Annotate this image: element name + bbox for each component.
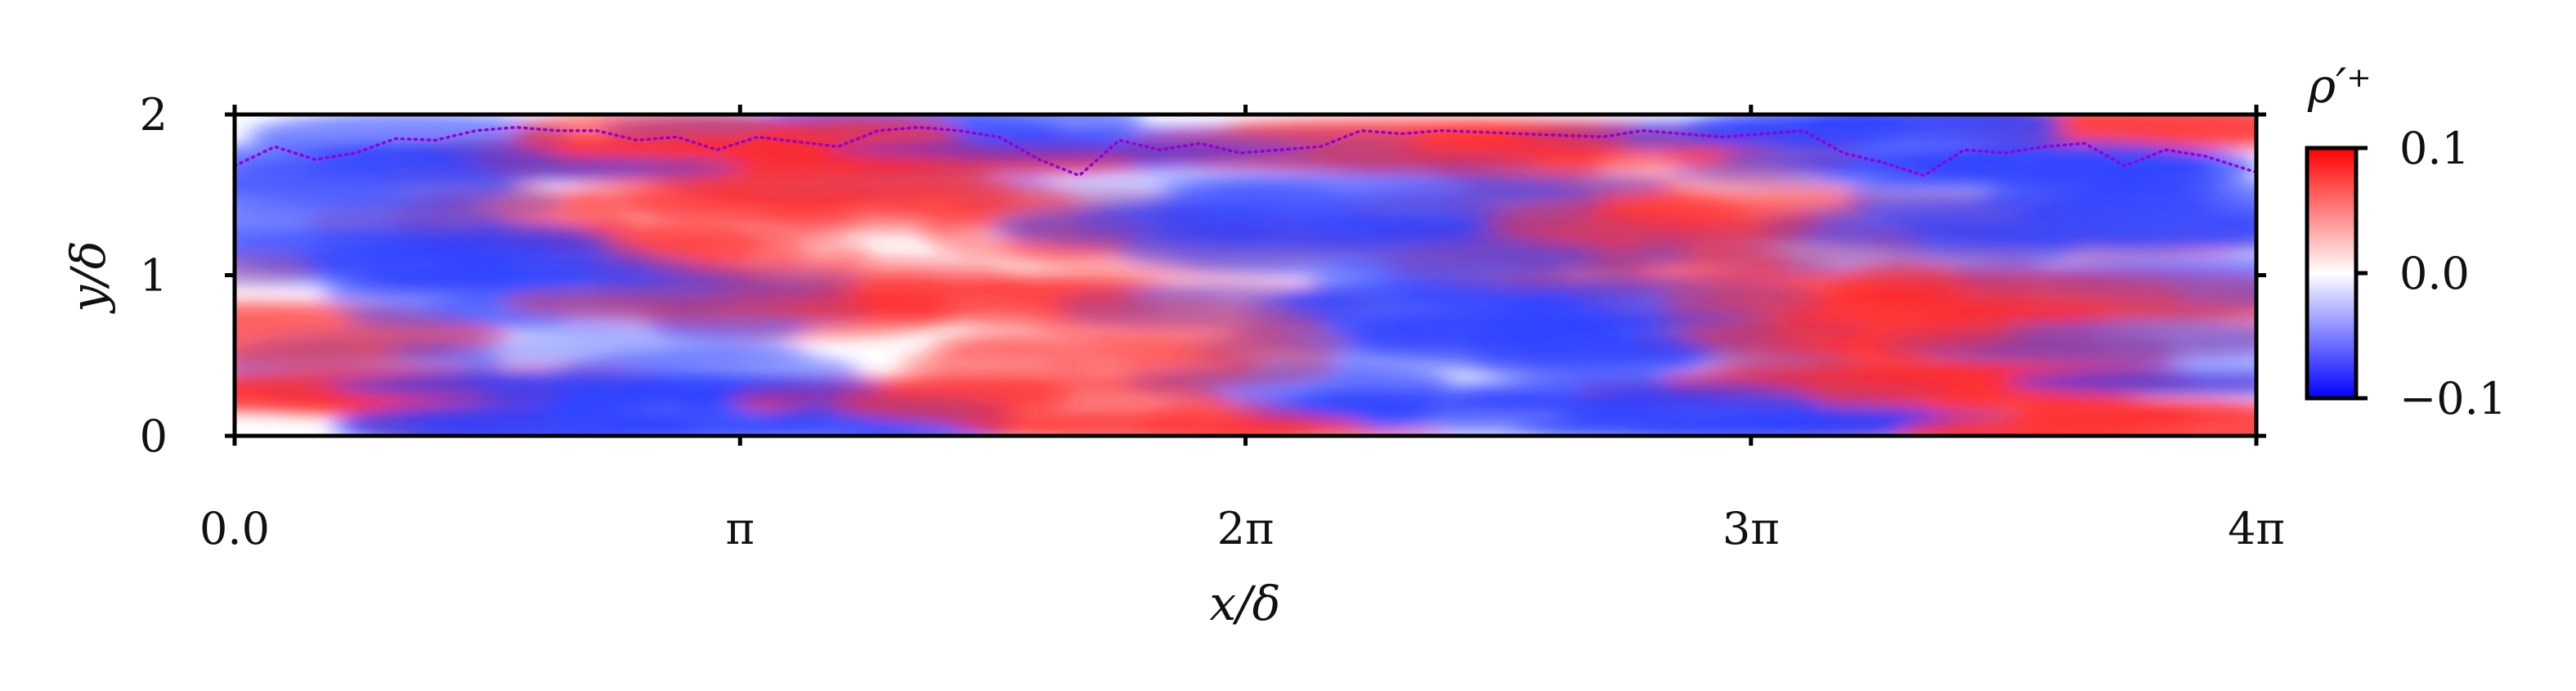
x-axis-label: x/δ (1209, 576, 1280, 631)
y-axis: 0 1 2 (140, 89, 2266, 462)
x-tick-label: 4π (2228, 503, 2285, 554)
x-tick-label: π (726, 503, 755, 554)
y-tick-label: 1 (140, 250, 168, 302)
y-axis-label: y/δ (60, 240, 116, 314)
x-tick-label: 0.0 (199, 503, 270, 554)
colorbar-gradient (2305, 146, 2359, 401)
x-axis: 0.0 π 2π 3π 4π (199, 105, 2285, 554)
y-tick-label: 0 (140, 411, 168, 462)
x-tick-label: 3π (1723, 503, 1780, 554)
x-tick-label: 2π (1217, 503, 1275, 554)
colorbar-tick-label: 0.1 (2399, 123, 2470, 174)
y-tick-label: 2 (140, 89, 168, 141)
colorbar: 0.1 0.0 −0.1 ρ′⁺ (2305, 58, 2507, 424)
boundary-line (235, 125, 2256, 177)
colorbar-tick-label: −0.1 (2399, 373, 2507, 424)
colorbar-label: ρ′⁺ (2307, 58, 2372, 114)
heatmap-field (235, 114, 2256, 436)
colorbar-tick-label: 0.0 (2399, 248, 2470, 299)
